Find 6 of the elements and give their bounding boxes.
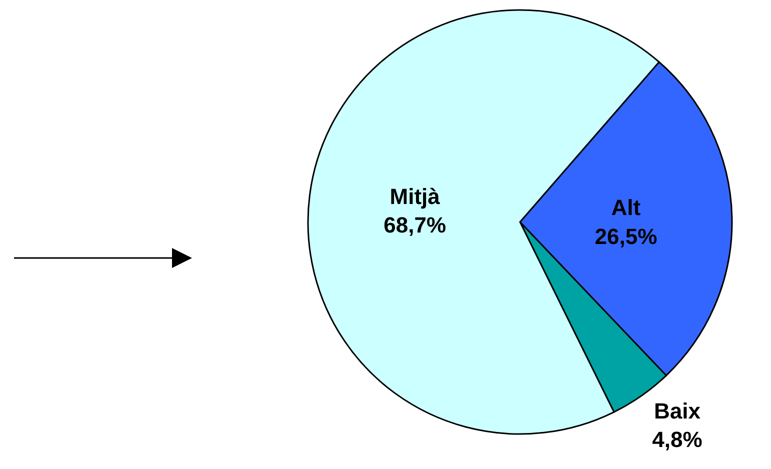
slice-label: Baix [654,398,702,424]
data-label: 4,8% [652,427,702,452]
data-label: 26,5% [594,224,658,249]
slice-label: Alt [611,195,642,220]
data-label: 68,7% [384,212,446,238]
slice-label: Mitjà [390,184,441,210]
